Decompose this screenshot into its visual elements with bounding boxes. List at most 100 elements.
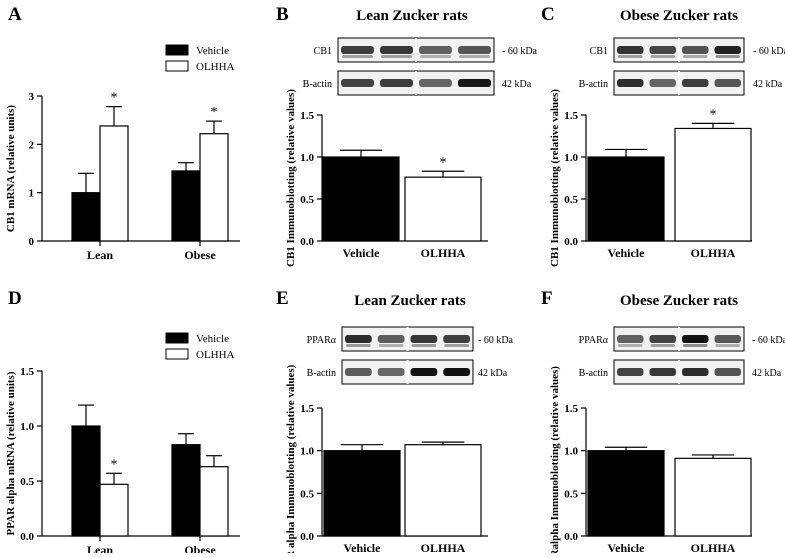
blot-band xyxy=(341,79,374,87)
y-axis-label-f: PPARalpha Immunoblotting (relative value… xyxy=(549,366,561,553)
blot-band xyxy=(682,79,709,87)
x-tick-label-f: Vehicle xyxy=(608,541,646,553)
blot-row-label: B-actin xyxy=(579,368,608,379)
legend-label-d: Vehicle xyxy=(196,333,229,345)
blot-lane-gap xyxy=(406,360,409,384)
legend-swatch-d xyxy=(165,332,189,344)
blot-band-faint xyxy=(411,344,437,347)
y-tick-label-d: 0.0 xyxy=(20,531,34,543)
blot-band xyxy=(649,335,676,343)
blot-band xyxy=(714,368,741,376)
blot-size-label: - 60 kDa xyxy=(752,335,785,346)
panel-letter-c: C xyxy=(541,4,555,25)
bar-e xyxy=(323,450,401,537)
blot-band xyxy=(458,46,491,54)
blot-band xyxy=(377,335,405,343)
legend-swatch-d xyxy=(165,348,189,360)
x-tick-label-f: OLHHA xyxy=(691,541,736,553)
y-tick-label-e: 1.5 xyxy=(300,403,314,415)
panel-letter-f: F xyxy=(541,288,553,309)
x-tick-label-b: Vehicle xyxy=(343,246,381,260)
y-tick-label-a: 3 xyxy=(29,91,35,103)
bar-e xyxy=(404,444,482,537)
blot-band xyxy=(617,79,644,87)
blot-band-faint xyxy=(650,55,675,58)
y-tick-label-a: 0 xyxy=(29,236,35,248)
bar-a xyxy=(199,133,229,242)
blot-title-f: Obese Zucker rats xyxy=(620,293,738,309)
y-tick-label-e: 1.0 xyxy=(300,446,314,458)
blot-band xyxy=(714,335,741,343)
blot-band xyxy=(443,368,470,376)
blot-band xyxy=(345,368,372,376)
significance-star-c: * xyxy=(710,107,717,122)
blot-band-faint xyxy=(618,344,643,347)
bar-c xyxy=(674,127,752,242)
blot-band xyxy=(419,46,452,54)
blot-band xyxy=(617,335,644,343)
panel-letter-b: B xyxy=(276,4,289,25)
blot-band-faint xyxy=(381,55,412,58)
blot-band-faint xyxy=(346,344,371,347)
blot-size-label: - 60 kDa xyxy=(502,46,538,57)
blot-band-faint xyxy=(715,55,740,58)
bar-d xyxy=(171,444,201,537)
blot-lane-gap xyxy=(406,327,409,351)
x-tick-label-d: Lean xyxy=(87,543,113,553)
x-tick-label-d: Obese xyxy=(184,543,216,553)
y-tick-label-c: 0.5 xyxy=(564,194,578,206)
blot-lane-gap xyxy=(678,38,680,62)
legend-label-d: OLHHA xyxy=(196,349,235,361)
blot-band-faint xyxy=(444,344,469,347)
significance-star-a: * xyxy=(111,91,118,106)
blot-band xyxy=(714,46,741,54)
blot-band xyxy=(682,46,709,54)
y-tick-label-d: 0.5 xyxy=(20,476,34,488)
bar-d xyxy=(71,425,101,537)
blot-row-label: B-actin xyxy=(579,79,608,90)
y-tick-label-c: 1.0 xyxy=(564,152,578,164)
blot-band xyxy=(410,368,438,376)
blot-band xyxy=(617,368,644,376)
bar-a xyxy=(99,125,129,242)
blot-band-faint xyxy=(715,344,740,347)
blot-lane-gap xyxy=(678,327,680,351)
blot-size-label: 42 kDa xyxy=(752,368,782,379)
blot-band xyxy=(682,335,709,343)
blot-size-label: 42 kDa xyxy=(478,368,508,379)
y-tick-label-d: 1.0 xyxy=(20,421,34,433)
legend-swatch-a xyxy=(165,44,189,56)
bar-a xyxy=(71,192,101,242)
x-tick-label-c: Vehicle xyxy=(608,246,646,260)
y-tick-label-e: 0.5 xyxy=(300,488,314,500)
blot-band xyxy=(345,335,372,343)
y-axis-label-d: PPAR alpha mRNA (relative units) xyxy=(5,371,17,535)
blot-band xyxy=(377,368,405,376)
x-tick-label-c: OLHHA xyxy=(691,246,736,260)
x-tick-label-e: Vehicle xyxy=(344,541,382,553)
x-tick-label-a: Obese xyxy=(184,248,216,262)
y-tick-label-b: 1.0 xyxy=(300,152,314,164)
legend-label-a: Vehicle xyxy=(196,45,229,57)
blot-band xyxy=(410,335,438,343)
y-axis-label-c: CB1 Immunoblotting (relative values) xyxy=(549,89,561,267)
blot-title-c: Obese Zucker rats xyxy=(620,8,738,24)
significance-star-a: * xyxy=(211,105,218,120)
legend-label-a: OLHHA xyxy=(196,61,235,73)
legend-swatch-a xyxy=(165,60,189,72)
blot-band xyxy=(443,335,470,343)
y-tick-label-d: 1.5 xyxy=(20,366,34,378)
blot-lane-gap xyxy=(678,360,680,384)
blot-size-label: 42 kDa xyxy=(502,79,532,90)
blot-band xyxy=(458,79,491,87)
y-axis-label-a: CB1 mRNA (relative units) xyxy=(5,105,17,233)
blot-band xyxy=(714,79,741,87)
panel-letter-d: D xyxy=(8,288,22,309)
blot-size-label: - 60 kDa xyxy=(753,46,785,57)
blot-row-label: PPARα xyxy=(307,335,337,346)
blot-band xyxy=(649,79,676,87)
blot-band xyxy=(649,46,676,54)
y-axis-label-e: PPAR alpha Immunoblotting (relative valu… xyxy=(285,364,297,553)
blot-band xyxy=(682,368,709,376)
y-tick-label-a: 1 xyxy=(29,188,35,200)
